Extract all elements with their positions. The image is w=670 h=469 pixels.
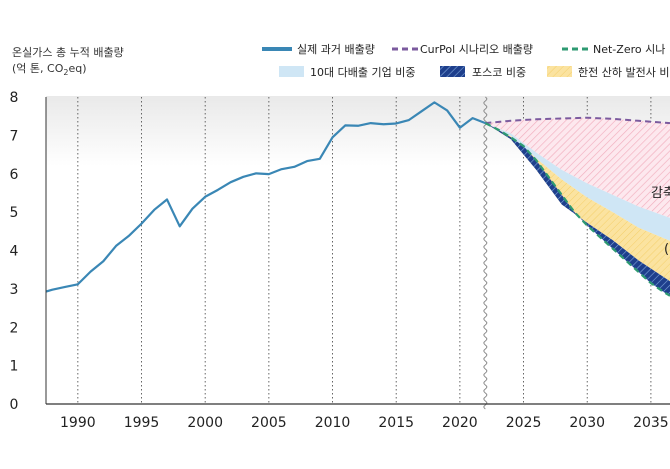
y-axis-title-line2: (억 톤, CO2eq)	[12, 62, 87, 77]
x-tick-label: 2030	[569, 415, 605, 431]
grid	[77, 96, 652, 410]
y-tick-label: 6	[10, 167, 19, 183]
legend-swatch-kepco	[547, 66, 572, 77]
band-reduction-gap	[485, 117, 670, 218]
band-posco-share	[485, 123, 670, 296]
x-tick-label: 2015	[378, 415, 414, 431]
legend-label-netzero: Net-Zero 시나	[593, 43, 665, 56]
legend-label-curpol: CurPol 시나리오 배출량	[420, 43, 533, 56]
x-tick-label: 2000	[187, 415, 223, 431]
scenario-divider	[483, 96, 488, 410]
x-tick-label: 2025	[506, 415, 542, 431]
x-tick-label: 2010	[315, 415, 351, 431]
y-tick-label: 7	[10, 128, 19, 144]
legend-label-actual: 실제 과거 배출량	[297, 43, 375, 56]
series-lines	[46, 101, 670, 297]
annotation-reduction: 감축	[651, 186, 670, 201]
x-tick-label: 2005	[251, 415, 287, 431]
legend-swatch-top10	[279, 66, 304, 77]
axes: 1990 1995 2000 2005 2010 2015 2020 2025 2030 2035…	[10, 90, 670, 431]
y-tick-label: 2	[10, 320, 19, 336]
x-tick-label: 2020	[442, 415, 478, 431]
x-tick-label: 1995	[124, 415, 160, 431]
band-top10-share	[485, 123, 670, 241]
x-tick-label: 2035	[633, 415, 669, 431]
y-tick-label: 0	[10, 397, 19, 413]
y-tick-label: 8	[10, 90, 19, 106]
series-line-actual	[46, 101, 486, 293]
series-line-netzero	[484, 122, 670, 297]
legend-swatch-posco	[440, 66, 465, 77]
x-tick-label: 1990	[60, 415, 96, 431]
annotation-share: (	[664, 242, 669, 257]
y-tick-label: 3	[10, 282, 19, 298]
legend-label-top10: 10대 다배출 기업 비중	[310, 66, 415, 79]
legend-label-kepco: 한전 산하 발전사 비	[578, 65, 669, 79]
y-axis-title-line1: 온실가스 총 누적 배출량	[12, 46, 124, 59]
legend: 실제 과거 배출량 CurPol 시나리오 배출량 Net-Zero 시나 10…	[262, 43, 669, 79]
scenario-bands	[485, 117, 670, 296]
y-tick-label: 1	[10, 359, 19, 375]
y-tick-label: 4	[10, 244, 19, 260]
y-tick-label: 5	[10, 205, 19, 221]
legend-label-posco: 포스코 비중	[472, 66, 526, 79]
